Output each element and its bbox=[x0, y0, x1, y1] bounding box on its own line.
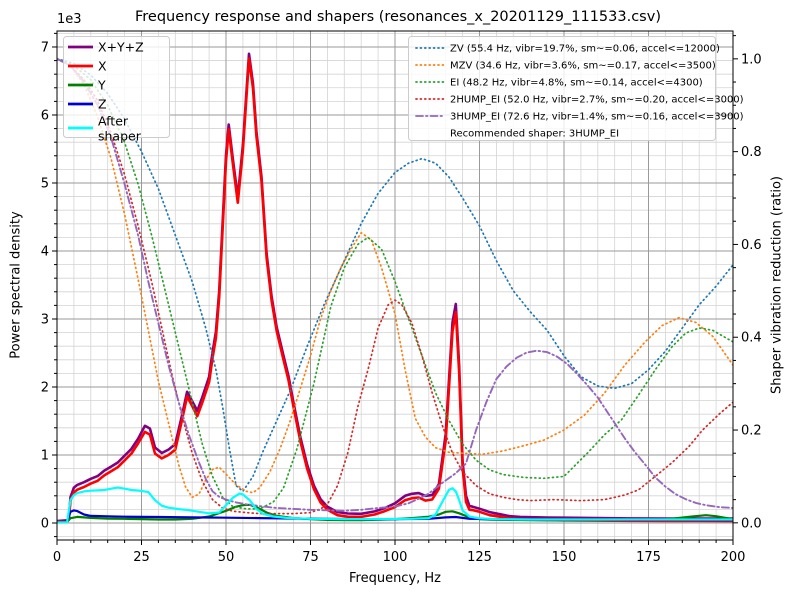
recommended-shaper-note: Recommended shaper: 3HUMP_EI bbox=[450, 129, 619, 140]
legend-label: 2HUMP_EI (52.0 Hz, vibr=2.7%, sm~=0.20, … bbox=[450, 95, 744, 106]
chart-title: Frequency response and shapers (resonanc… bbox=[135, 9, 661, 25]
x-tick-label: 75 bbox=[302, 550, 319, 565]
y-left-tick-label: 7 bbox=[41, 40, 49, 55]
series-zv-line bbox=[57, 57, 733, 493]
y-left-tick-label: 1 bbox=[41, 448, 49, 463]
x-tick-label: 125 bbox=[467, 550, 492, 565]
legend-shapers: ZV (55.4 Hz, vibr=19.7%, sm~=0.06, accel… bbox=[408, 36, 744, 141]
legend-label: MZV (34.6 Hz, vibr=3.6%, sm~=0.17, accel… bbox=[450, 61, 716, 72]
y-axis-offset-text: 1e3 bbox=[57, 12, 82, 27]
series-mzv-line bbox=[57, 57, 733, 499]
y-axis-right-label: Shaper vibration reduction (ratio) bbox=[769, 176, 785, 394]
legend-shapers-box bbox=[408, 36, 716, 141]
series-x-line bbox=[57, 57, 733, 523]
series-2hump-ei-line bbox=[57, 57, 733, 515]
y-left-tick-label: 0 bbox=[41, 516, 49, 531]
y-left-tick-label: 4 bbox=[41, 244, 49, 259]
series-3hump-ei-line bbox=[57, 57, 733, 512]
series-group bbox=[57, 52, 733, 524]
tick-labels: 0 25 50 75 100 125 150 175 200 0 1 2 3 4 5 6 7 0.0 0.2 0.4 0… bbox=[41, 40, 762, 565]
legend-label: ZV (55.4 Hz, vibr=19.7%, sm~=0.06, accel… bbox=[450, 44, 720, 55]
y-left-tick-label: 2 bbox=[41, 380, 49, 395]
series-after-shaper-line bbox=[57, 486, 733, 524]
x-tick-label: 50 bbox=[218, 550, 235, 565]
x-tick-label: 0 bbox=[53, 550, 61, 565]
legend-label: EI (48.2 Hz, vibr=4.8%, sm~=0.14, accel<… bbox=[450, 78, 703, 89]
y-left-tick-label: 6 bbox=[41, 108, 49, 123]
y-axis-left-label: Power spectral density bbox=[8, 211, 24, 359]
y-left-tick-label: 5 bbox=[41, 176, 49, 191]
x-tick-label: 100 bbox=[383, 550, 408, 565]
legend-label: Z bbox=[98, 97, 107, 112]
y-left-tick-label: 3 bbox=[41, 312, 49, 327]
legend-label: X+Y+Z bbox=[98, 40, 144, 55]
legend-label: 3HUMP_EI (72.6 Hz, vibr=1.4%, sm~=0.16, … bbox=[450, 112, 744, 123]
x-tick-label: 200 bbox=[721, 550, 746, 565]
y-right-tick-label: 0.6 bbox=[741, 238, 762, 253]
legend-label: Y bbox=[97, 78, 106, 93]
y-right-tick-label: 0.8 bbox=[741, 145, 762, 160]
legend-label: After bbox=[98, 114, 129, 129]
y-right-tick-label: 0.4 bbox=[741, 331, 762, 346]
x-tick-label: 175 bbox=[636, 550, 661, 565]
x-tick-label: 150 bbox=[552, 550, 577, 565]
legend-label: shaper bbox=[98, 129, 142, 144]
tick-marks bbox=[52, 32, 738, 545]
y-right-tick-label: 0.0 bbox=[741, 516, 762, 531]
series-ei-line bbox=[57, 57, 733, 510]
legend-label: X bbox=[98, 59, 107, 74]
x-tick-label: 25 bbox=[133, 550, 150, 565]
legend-measured-box bbox=[63, 36, 170, 138]
x-axis-label: Frequency, Hz bbox=[348, 571, 442, 586]
y-right-tick-label: 1.0 bbox=[741, 52, 762, 67]
y-right-tick-label: 0.2 bbox=[741, 424, 762, 439]
